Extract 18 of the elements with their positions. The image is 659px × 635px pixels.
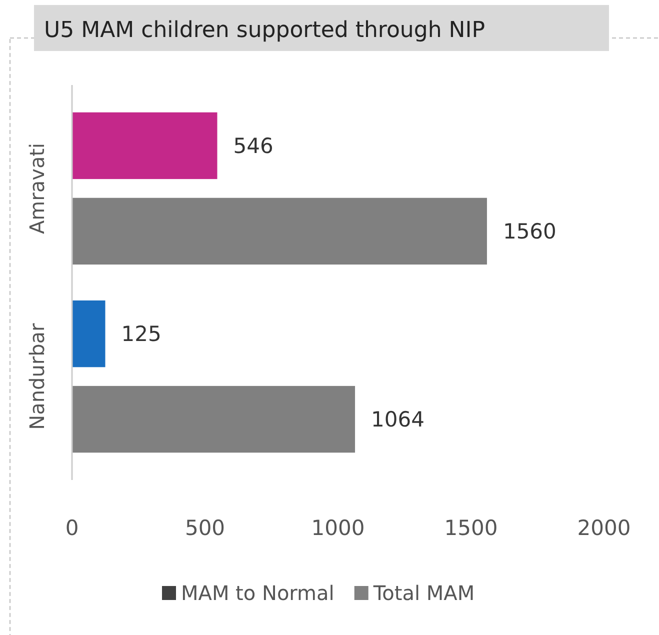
y-tick-label: Amravati [25,142,49,234]
chart-title: U5 MAM children supported through NIP [44,18,485,43]
data-label: 1064 [371,408,424,432]
legend-label: Total MAM [372,581,475,605]
bar [72,198,487,265]
y-tick-label: Nandurbar [25,322,49,430]
data-label: 125 [121,322,162,346]
x-tick-label: 2000 [577,516,631,540]
x-tick-label: 1500 [444,516,498,540]
bar [72,386,356,453]
x-tick-label: 1000 [311,516,365,540]
x-tick-label: 0 [65,516,79,540]
data-label: 546 [233,134,274,158]
data-label: 1560 [502,220,556,244]
text: MAM to Normal [181,581,334,605]
x-tick-label: 500 [184,516,226,540]
bar [72,112,218,180]
bar [72,300,106,368]
